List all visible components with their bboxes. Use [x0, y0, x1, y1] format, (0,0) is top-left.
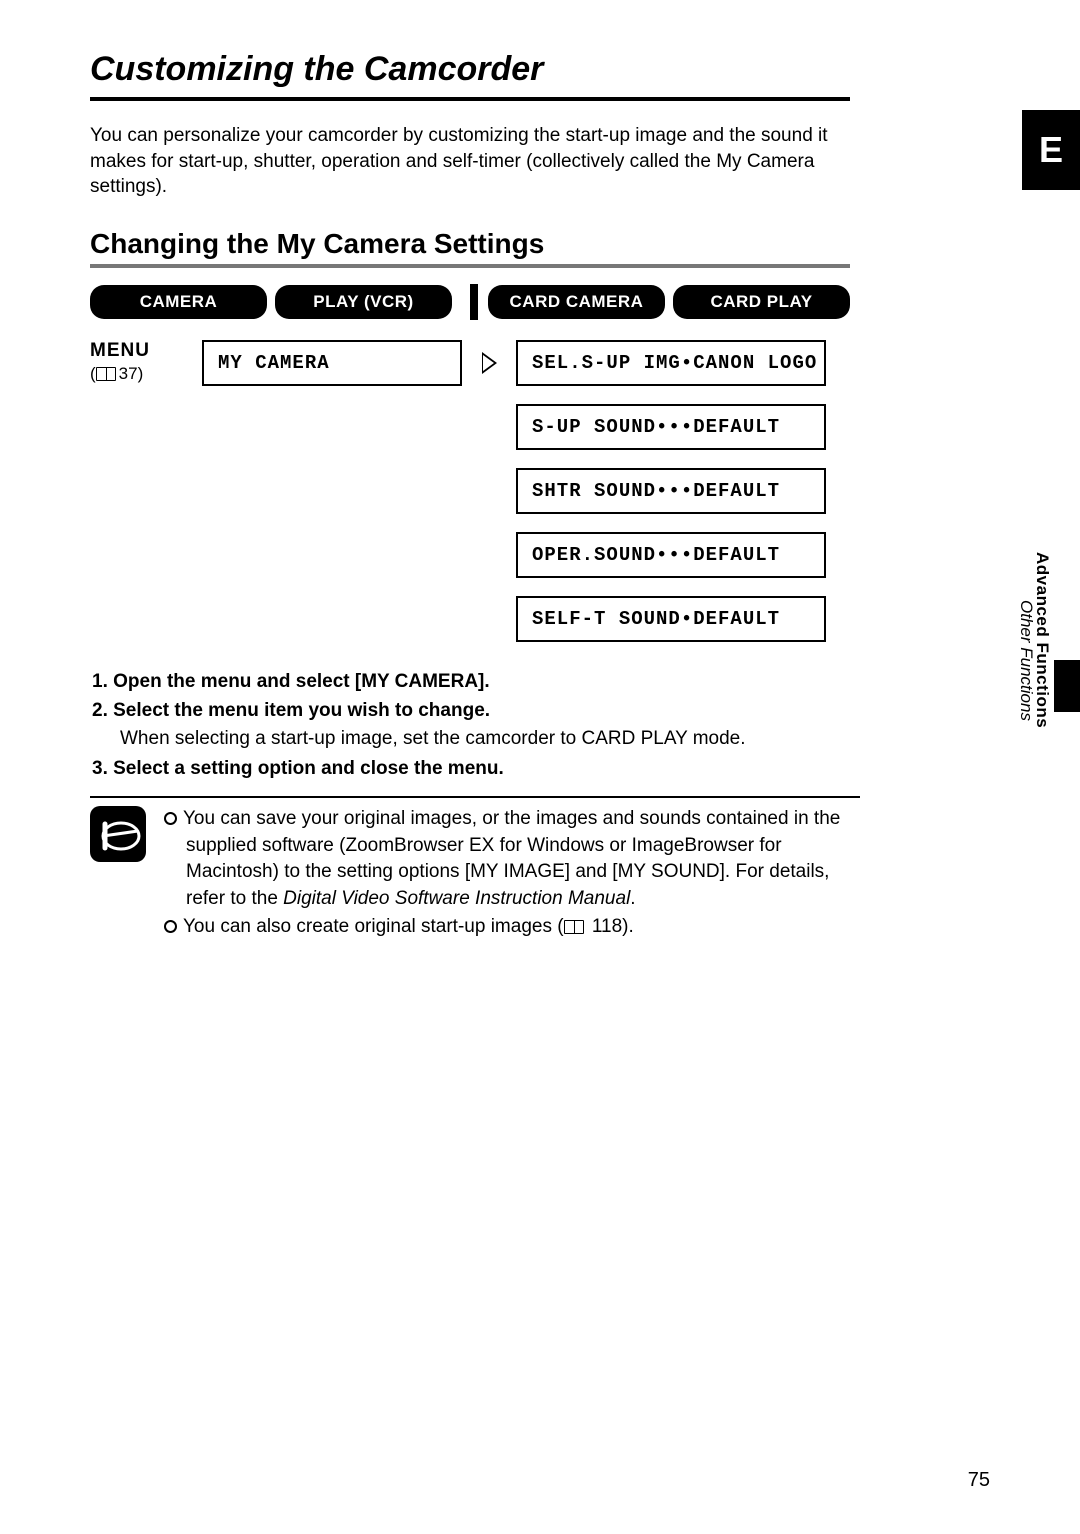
step-3: 3. Select a setting option and close the…: [92, 755, 860, 783]
step-2: 2. Select the menu item you wish to chan…: [92, 697, 860, 725]
menu-item-box-4: OPER.SOUND•••DEFAULT: [516, 532, 826, 578]
bullet-icon: [164, 812, 177, 825]
side-marker-block: [1054, 660, 1080, 712]
note-1: You can save your original images, or th…: [164, 806, 860, 912]
notes-body: You can save your original images, or th…: [164, 806, 860, 943]
mode-tabs-row: CAMERA PLAY (VCR) CARD CAMERA CARD PLAY: [90, 284, 850, 320]
side-section-labels: Advanced Functions Other Functions: [1022, 540, 1080, 800]
mode-tab-play-vcr: PLAY (VCR): [275, 285, 452, 319]
menu-page-ref: (37): [90, 364, 190, 384]
mode-tab-card-camera: CARD CAMERA: [488, 285, 665, 319]
menu-diagram: MENU (37) MY CAMERA SEL.S-UP IMG•CANON L…: [90, 340, 850, 642]
step-2-sub: When selecting a start-up image, set the…: [120, 725, 860, 753]
menu-item-box-2: S-UP SOUND•••DEFAULT: [516, 404, 826, 450]
notes-rule: [90, 796, 860, 798]
mode-separator: [470, 284, 478, 320]
notes-section: You can save your original images, or th…: [90, 806, 860, 943]
menu-item-box-3: SHTR SOUND•••DEFAULT: [516, 468, 826, 514]
steps-list: 1. Open the menu and select [MY CAMERA].…: [90, 668, 860, 782]
intro-paragraph: You can personalize your camcorder by cu…: [90, 123, 850, 200]
arrow-right-icon: [482, 352, 497, 374]
menu-ref-number: 37: [119, 364, 138, 383]
note-1c: .: [630, 888, 635, 909]
note-2: You can also create original start-up im…: [164, 914, 860, 941]
book-icon: [564, 920, 584, 934]
note-2a: You can also create original start-up im…: [183, 916, 564, 937]
note-2b: 118).: [587, 916, 634, 937]
mode-tab-camera: CAMERA: [90, 285, 267, 319]
note-1-manual-title: Digital Video Software Instruction Manua…: [283, 888, 630, 909]
menu-item-box-1: SEL.S-UP IMG•CANON LOGO: [516, 340, 826, 386]
page-title: Customizing the Camcorder: [90, 50, 850, 101]
mode-tab-card-play: CARD PLAY: [673, 285, 850, 319]
bullet-icon: [164, 920, 177, 933]
menu-root-box: MY CAMERA: [202, 340, 462, 386]
note-icon: [90, 806, 146, 862]
side-label-other-functions: Other Functions: [1016, 600, 1036, 721]
menu-label-cell: MENU (37): [90, 340, 190, 386]
book-icon: [96, 367, 116, 381]
step-1: 1. Open the menu and select [MY CAMERA].: [92, 668, 860, 696]
menu-label: MENU: [90, 340, 190, 362]
menu-item-box-5: SELF-T SOUND•DEFAULT: [516, 596, 826, 642]
page-number: 75: [968, 1469, 990, 1492]
arrow-cell: [474, 340, 504, 386]
language-tab-e: E: [1022, 110, 1080, 190]
section-heading: Changing the My Camera Settings: [90, 228, 850, 268]
